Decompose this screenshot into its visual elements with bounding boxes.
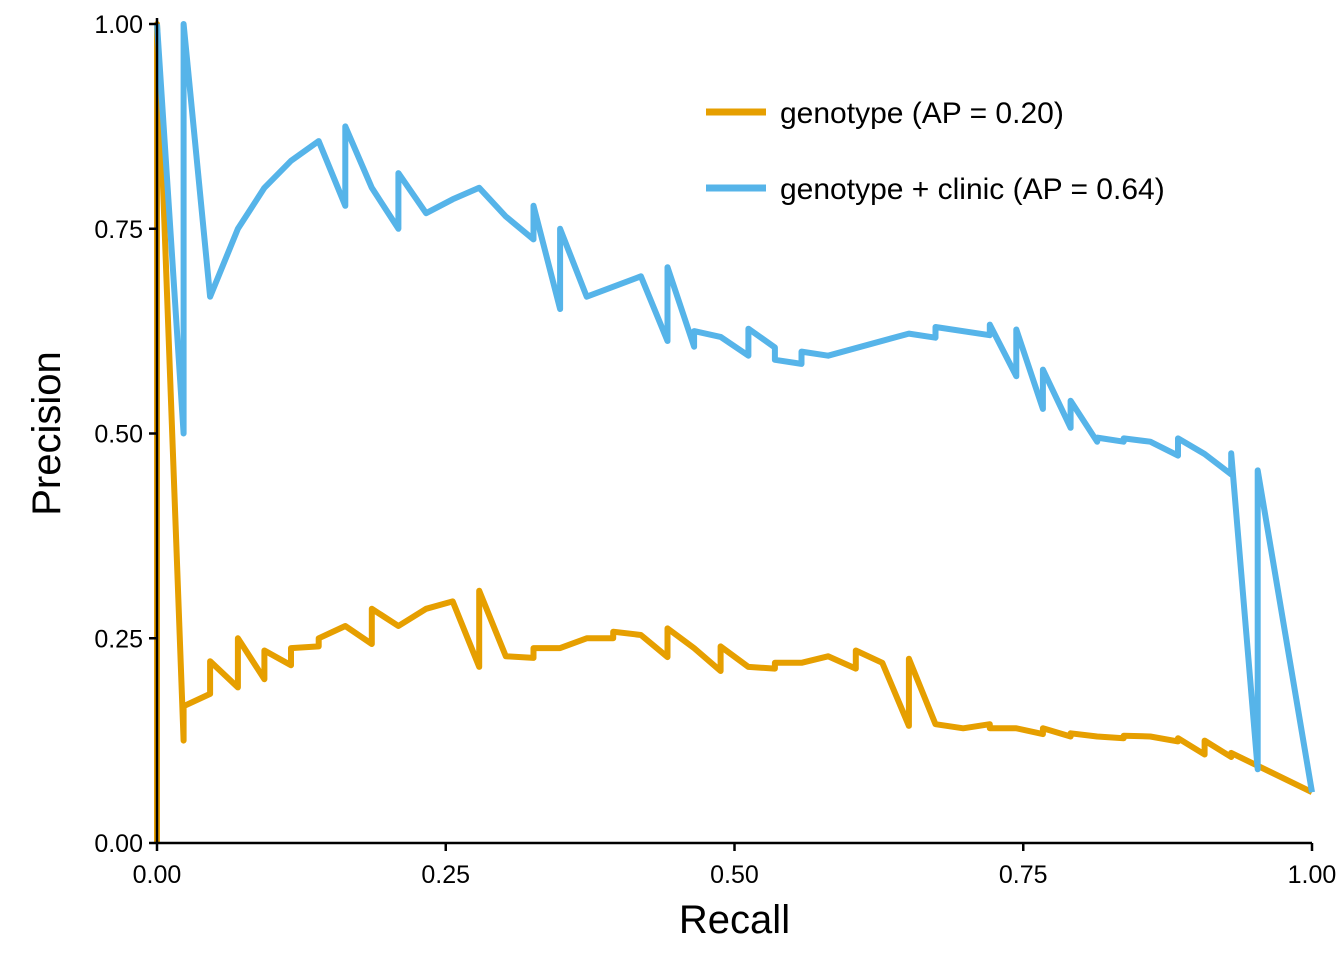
x-tick-label: 0.00: [133, 861, 182, 889]
x-tick-label: 0.25: [421, 861, 470, 889]
plot-lines: [154, 21, 1315, 843]
y-axis-title: Precision: [25, 351, 69, 516]
legend-label: genotype (AP = 0.20): [780, 97, 1064, 130]
y-tick-label: 1.00: [94, 11, 143, 39]
y-tick-label: 0.50: [94, 421, 143, 449]
y-axis-ticks: 0.00 0.25 0.50 0.75 1.00: [94, 11, 157, 858]
x-axis-title: Recall: [679, 898, 790, 942]
x-tick-label: 0.75: [999, 861, 1048, 889]
series-line-genotype-clinic-ap-0-64: [154, 21, 1315, 793]
legend-label: genotype + clinic (AP = 0.64): [780, 173, 1165, 206]
y-tick-label: 0.00: [94, 830, 143, 858]
legend: genotype (AP = 0.20) genotype + clinic (A…: [706, 97, 1165, 206]
y-tick-label: 0.25: [94, 625, 143, 653]
series-line-genotype-ap-0-20: [154, 21, 1314, 843]
y-tick-label: 0.75: [94, 216, 143, 244]
x-axis-ticks: 0.00 0.25 0.50 0.75 1.00: [133, 843, 1337, 889]
x-tick-label: 1.00: [1288, 861, 1337, 889]
x-tick-label: 0.50: [710, 861, 759, 889]
